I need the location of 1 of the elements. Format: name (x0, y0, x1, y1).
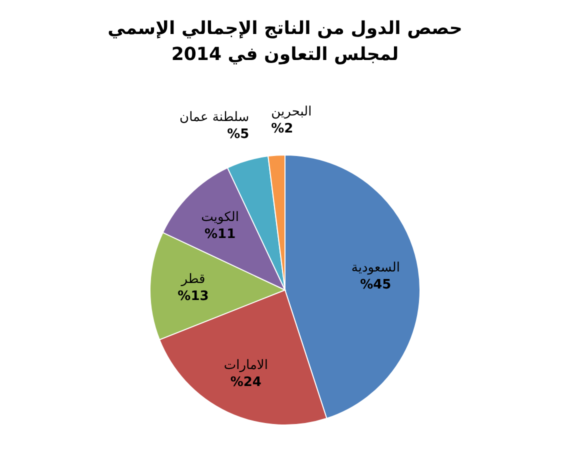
title: حصص الدول من الناتج الإجمالي الإسمي لمجلس التعاون في 2014 (108, 18, 462, 65)
